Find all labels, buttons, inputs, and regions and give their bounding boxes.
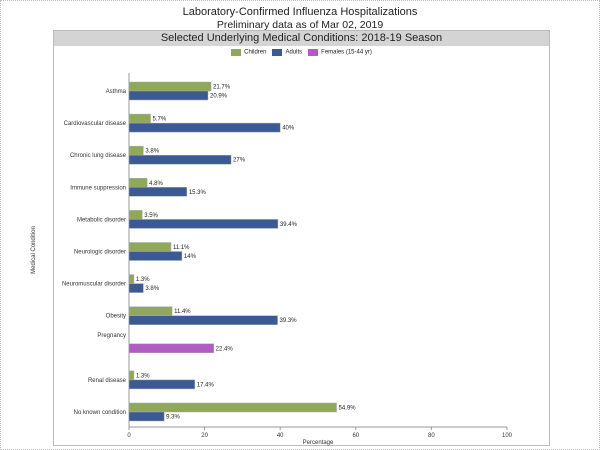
- x-tick-label: 100: [502, 433, 513, 439]
- data-label: 17.4%: [197, 382, 215, 388]
- bar: [128, 90, 209, 101]
- legend-swatch: [308, 49, 319, 56]
- category-label: Immune suppression: [70, 185, 126, 191]
- bar: [128, 242, 172, 252]
- x-tick-label: 80: [428, 433, 435, 439]
- data-label: 3.8%: [145, 149, 159, 155]
- x-tick-label: 0: [127, 433, 131, 439]
- category-label: No known condition: [74, 410, 126, 416]
- legend-label: Children: [244, 49, 267, 56]
- category-label: Metabolic disorder: [77, 217, 126, 223]
- bar: [128, 343, 214, 354]
- legend-label: Adults: [285, 49, 303, 56]
- data-label: 5.7%: [153, 117, 167, 123]
- x-tick-label: 20: [201, 433, 208, 439]
- data-label: 54.9%: [339, 406, 357, 412]
- bar: [128, 315, 278, 325]
- data-label: 3.8%: [145, 286, 159, 292]
- data-label: 39.4%: [280, 222, 298, 228]
- bar: [128, 219, 279, 229]
- data-label: 9.3%: [166, 415, 180, 421]
- bar: [128, 187, 188, 197]
- data-label: 11.1%: [173, 245, 190, 251]
- legend-item[interactable]: Females (15-44 yr): [308, 49, 372, 56]
- category-label: Neuromuscular disorder: [62, 282, 126, 288]
- bar: [128, 113, 151, 124]
- category-label: Renal disease: [88, 378, 127, 384]
- data-label: 1.3%: [136, 277, 150, 283]
- bar: [128, 283, 144, 293]
- bar: [128, 122, 281, 133]
- bar: [128, 178, 148, 188]
- legend: Children Adults Females (15-44 yr): [54, 49, 549, 56]
- x-axis-label: Percentage: [303, 440, 334, 446]
- data-label: 21.7%: [213, 85, 231, 91]
- chart-title: Laboratory-Confirmed Influenza Hospitali…: [182, 6, 418, 18]
- x-tick-label: 40: [277, 433, 284, 439]
- chart-panel: Selected Underlying Medical Conditions: …: [53, 30, 550, 446]
- data-label: 20.9%: [210, 94, 228, 100]
- category-label: Asthma: [106, 89, 127, 95]
- data-label: 15.3%: [189, 190, 207, 196]
- bar: [128, 306, 173, 316]
- category-label: Obesity: [106, 314, 126, 320]
- category-label: Pregnancy: [97, 333, 126, 339]
- legend-item[interactable]: Children: [231, 49, 266, 56]
- bar: [128, 210, 143, 220]
- data-label: 11.4%: [174, 309, 191, 315]
- y-axis-label: Medical Condition: [31, 226, 37, 274]
- bar: [128, 251, 183, 261]
- legend-item[interactable]: Adults: [272, 49, 302, 56]
- bar: [128, 145, 144, 156]
- data-label: 14%: [184, 254, 197, 260]
- panel-title: Selected Underlying Medical Conditions: …: [54, 31, 549, 46]
- data-label: 1.3%: [136, 373, 150, 379]
- bar: [128, 411, 165, 422]
- data-label: 40%: [282, 126, 295, 132]
- data-label: 39.3%: [280, 318, 298, 324]
- category-label: Chronic lung disease: [70, 153, 127, 159]
- chart-subtitle: Preliminary data as of Mar 02, 2019: [216, 19, 384, 31]
- x-tick-label: 60: [352, 433, 359, 439]
- legend-swatch: [231, 49, 242, 56]
- category-label: Neurologic disorder: [74, 250, 126, 256]
- bar: [128, 274, 135, 284]
- data-label: 22.4%: [216, 346, 234, 352]
- bar: [128, 154, 232, 165]
- data-label: 3.5%: [144, 213, 158, 219]
- bar: [128, 379, 196, 390]
- data-label: 27%: [233, 158, 246, 164]
- legend-label: Females (15-44 yr): [321, 49, 372, 56]
- bar: [128, 370, 135, 381]
- bar: [128, 402, 337, 413]
- legend-swatch: [272, 49, 283, 56]
- bar: [128, 81, 212, 92]
- category-label: Cardiovascular disease: [64, 121, 127, 127]
- data-label: 4.8%: [149, 181, 163, 187]
